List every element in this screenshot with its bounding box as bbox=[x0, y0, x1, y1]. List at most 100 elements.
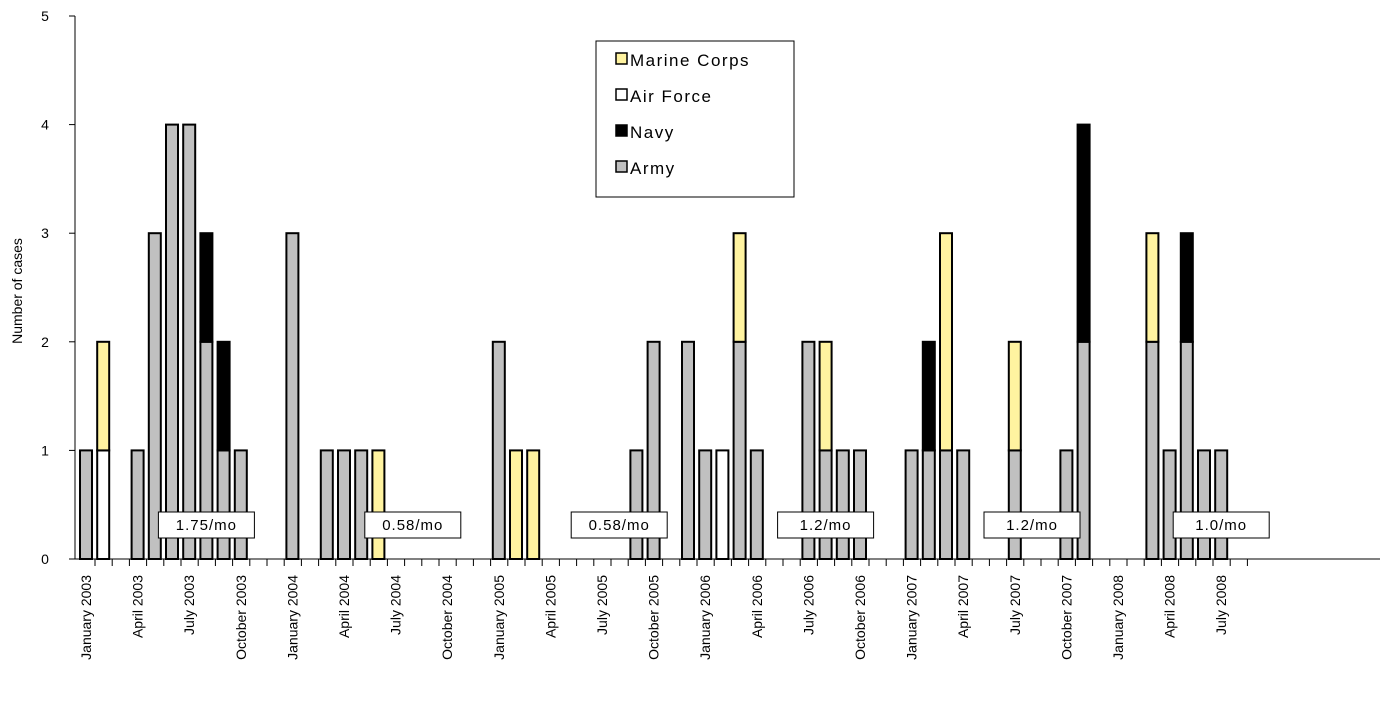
x-tick-label: October 2003 bbox=[233, 575, 249, 660]
x-tick-label: July 2006 bbox=[800, 575, 816, 635]
x-tick-label: January 2005 bbox=[491, 575, 507, 660]
bar-army bbox=[216, 449, 231, 560]
bar-army bbox=[147, 232, 162, 560]
bar-army bbox=[182, 123, 197, 560]
bar-army bbox=[337, 449, 351, 560]
rate-annotation-label: 0.58/mo bbox=[589, 517, 650, 534]
bar-army bbox=[956, 449, 971, 560]
legend-swatch bbox=[615, 88, 628, 101]
rate-annotation-label: 1.2/mo bbox=[1006, 517, 1058, 534]
x-tick-label: July 2007 bbox=[1007, 575, 1023, 635]
bar-navy bbox=[199, 232, 214, 343]
x-tick-label: October 2005 bbox=[646, 575, 662, 660]
x-tick-label: April 2008 bbox=[1162, 575, 1178, 638]
bar-marine-corps bbox=[509, 449, 523, 560]
x-tick-label: July 2004 bbox=[388, 575, 404, 635]
bar-marine-corps bbox=[526, 449, 541, 560]
rate-annotation-box bbox=[157, 511, 255, 539]
x-tick-label: April 2006 bbox=[749, 575, 765, 638]
legend-swatch bbox=[615, 52, 628, 65]
bar-army bbox=[319, 449, 334, 560]
bar-army bbox=[921, 449, 936, 560]
x-tick-label: January 2007 bbox=[904, 575, 920, 660]
x-tick-label: January 2003 bbox=[78, 575, 94, 660]
bar-army bbox=[732, 340, 747, 560]
x-tick-label: July 2008 bbox=[1213, 575, 1229, 635]
bar-army bbox=[853, 449, 867, 560]
legend: Marine Corps Air Force Navy Army bbox=[595, 40, 795, 198]
rate-annotation-label: 0.58/mo bbox=[382, 517, 443, 534]
bar-army bbox=[681, 340, 695, 560]
legend-label: Army bbox=[630, 159, 676, 178]
y-tick-label: 4 bbox=[41, 117, 49, 133]
bar-army bbox=[1059, 449, 1074, 560]
bar-army bbox=[818, 449, 833, 560]
bar-marine-corps bbox=[939, 232, 953, 452]
bar-army bbox=[233, 449, 248, 560]
bar-army bbox=[1145, 340, 1160, 560]
bar-air-force bbox=[715, 449, 730, 560]
legend-box bbox=[595, 40, 795, 198]
bar-marine-corps bbox=[96, 340, 111, 452]
rate-annotation-label: 1.75/mo bbox=[176, 517, 237, 534]
bar-army bbox=[285, 232, 300, 560]
bar-marine-corps bbox=[732, 232, 747, 343]
legend-label: Air Force bbox=[630, 87, 712, 106]
bar-army bbox=[904, 449, 919, 560]
x-tick-label: October 2004 bbox=[439, 575, 455, 660]
bar-army bbox=[1214, 449, 1229, 560]
rate-annotation-box bbox=[570, 511, 668, 539]
bar-army bbox=[491, 340, 506, 560]
y-tick-label: 0 bbox=[41, 551, 49, 567]
bar-navy bbox=[921, 340, 936, 452]
bar-army bbox=[165, 123, 179, 560]
bar-army bbox=[1007, 449, 1022, 560]
y-tick-label: 2 bbox=[41, 334, 49, 350]
x-tick-label: April 2005 bbox=[542, 575, 558, 638]
x-tick-label: January 2004 bbox=[284, 575, 300, 660]
bar-navy bbox=[1076, 123, 1091, 343]
annotations-layer: 1.75/mo 0.58/mo 0.58/mo 1.2/mo 1.2/mo 1.0/mo bbox=[157, 511, 1270, 539]
x-tick-label: October 2006 bbox=[852, 575, 868, 660]
y-tick-label: 1 bbox=[41, 442, 49, 458]
x-tick-label: January 2008 bbox=[1110, 575, 1126, 660]
y-tick-label: 3 bbox=[41, 225, 49, 241]
y-axis-title: Number of cases bbox=[9, 238, 25, 344]
x-tick-label: January 2006 bbox=[697, 575, 713, 660]
legend-swatch bbox=[615, 124, 628, 137]
bar-navy bbox=[216, 340, 231, 452]
bar-army bbox=[939, 449, 953, 560]
axes-layer: 0 1 2 3 4 5 January 2003 April 2003 July 2003 Oct… bbox=[41, 8, 1380, 660]
bar-army bbox=[835, 449, 850, 560]
bar-navy bbox=[1179, 232, 1194, 343]
x-tick-label: July 2005 bbox=[594, 575, 610, 635]
bar-army bbox=[1162, 449, 1177, 560]
x-tick-label: July 2003 bbox=[181, 575, 197, 635]
x-tick-label: April 2007 bbox=[955, 575, 971, 638]
bar-army bbox=[130, 449, 145, 560]
bar-army bbox=[629, 449, 644, 560]
rate-annotation-box bbox=[1172, 511, 1270, 539]
bar-marine-corps bbox=[818, 340, 833, 452]
bar-army bbox=[698, 449, 713, 560]
bar-marine-corps bbox=[371, 449, 386, 560]
legend-label: Marine Corps bbox=[630, 51, 750, 70]
bar-army bbox=[749, 449, 764, 560]
bar-air-force bbox=[96, 449, 111, 560]
legend-label: Navy bbox=[630, 123, 675, 142]
rate-annotation-label: 1.2/mo bbox=[800, 517, 852, 534]
rate-annotation-box bbox=[983, 511, 1081, 539]
bar-army bbox=[1197, 449, 1211, 560]
bar-army bbox=[354, 449, 369, 560]
rate-annotation-label: 1.0/mo bbox=[1195, 517, 1247, 534]
bar-marine-corps bbox=[1145, 232, 1160, 343]
bar-marine-corps bbox=[1007, 340, 1022, 452]
y-tick-label: 5 bbox=[41, 8, 49, 24]
rate-annotation-box bbox=[777, 511, 875, 539]
x-tick-label: April 2003 bbox=[130, 575, 146, 638]
rate-annotation-box bbox=[364, 511, 462, 539]
x-tick-label: April 2004 bbox=[336, 575, 352, 638]
x-tick-label: October 2007 bbox=[1058, 575, 1074, 660]
bar-army bbox=[79, 449, 93, 560]
